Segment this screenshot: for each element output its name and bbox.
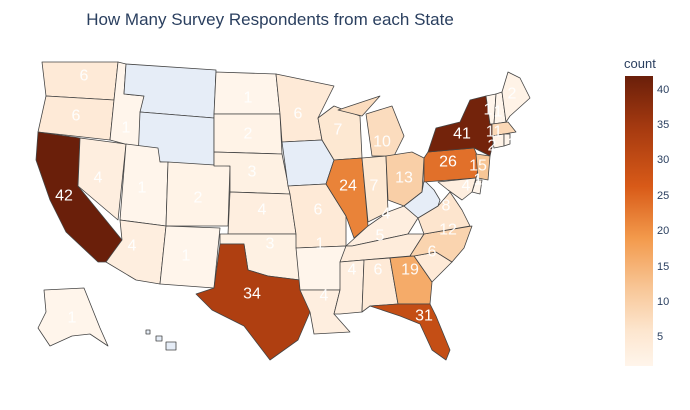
label-il: 24 — [339, 178, 357, 195]
label-mi: 10 — [373, 134, 391, 151]
label-sc: 6 — [428, 244, 437, 261]
label-wi: 7 — [334, 122, 343, 139]
label-ri: 1 — [508, 136, 517, 153]
label-ga: 19 — [401, 262, 419, 279]
label-ms: 4 — [348, 262, 357, 279]
label-va: 8 — [442, 198, 451, 215]
label-nd: 1 — [244, 90, 253, 107]
state-ak[interactable] — [37, 287, 109, 347]
state-tx[interactable] — [195, 243, 311, 361]
label-al: 6 — [374, 262, 383, 279]
colorbar-tick: 10 — [657, 296, 670, 308]
label-in: 7 — [370, 178, 379, 195]
label-ne: 3 — [248, 164, 257, 181]
label-ny: 41 — [453, 126, 471, 143]
label-nc: 12 — [439, 222, 457, 239]
label-id: 1 — [122, 120, 131, 137]
label-sd: 2 — [244, 126, 253, 143]
label-ma: 11 — [486, 124, 503, 141]
state-md[interactable] — [437, 177, 477, 201]
label-me: 2 — [508, 86, 517, 103]
label-md: 4 — [462, 178, 471, 195]
label-co: 2 — [194, 190, 203, 207]
label-vt: 1 — [484, 102, 493, 119]
label-nj: 15 — [469, 158, 487, 175]
label-nh: 1 — [494, 104, 503, 121]
state-hi[interactable] — [145, 329, 177, 351]
label-oh: 13 — [395, 170, 413, 187]
state-ar[interactable] — [295, 245, 347, 291]
label-tn: 5 — [376, 228, 385, 245]
label-or: 6 — [72, 108, 81, 125]
label-tx: 34 — [243, 286, 261, 303]
label-nv: 4 — [94, 170, 103, 187]
label-nm: 1 — [182, 248, 191, 265]
label-de: 1 — [474, 172, 483, 189]
colorbar-tick: 15 — [657, 261, 670, 273]
state-wv[interactable] — [403, 179, 441, 219]
colorbar-tick: 30 — [657, 154, 670, 166]
state-nj[interactable] — [475, 153, 491, 181]
label-wa: 6 — [80, 68, 89, 85]
colorbar-tick: 25 — [657, 190, 670, 202]
label-ct: 2 — [488, 138, 497, 155]
label-pa: 26 — [439, 154, 457, 171]
label-mo: 6 — [314, 202, 323, 219]
label-ks: 4 — [258, 202, 267, 219]
label-ar: 1 — [316, 236, 325, 253]
label-fl: 31 — [415, 308, 433, 325]
label-ut: 1 — [138, 180, 147, 197]
label-ak: 1 — [68, 310, 77, 327]
state-fl[interactable] — [369, 303, 451, 361]
label-ky: 4 — [382, 206, 391, 223]
state-me[interactable] — [501, 71, 531, 123]
label-la: 4 — [320, 288, 329, 305]
colorbar-tick: 5 — [657, 331, 664, 343]
colorbar-tick: 35 — [657, 119, 670, 131]
colorbar — [625, 76, 653, 366]
label-ca: 42 — [55, 188, 73, 205]
state-mi[interactable] — [337, 95, 405, 157]
label-mn: 6 — [294, 106, 303, 123]
state-ri[interactable] — [503, 133, 511, 147]
label-ok: 3 — [266, 236, 275, 253]
chart-title: How Many Survey Respondents from each St… — [86, 10, 454, 29]
label-az: 4 — [128, 238, 137, 255]
colorbar-tick: 40 — [657, 84, 670, 96]
colorbar-title: count — [624, 56, 656, 71]
colorbar-tick: 20 — [657, 225, 670, 237]
state-ma[interactable] — [491, 121, 517, 137]
state-nv[interactable] — [77, 137, 127, 221]
